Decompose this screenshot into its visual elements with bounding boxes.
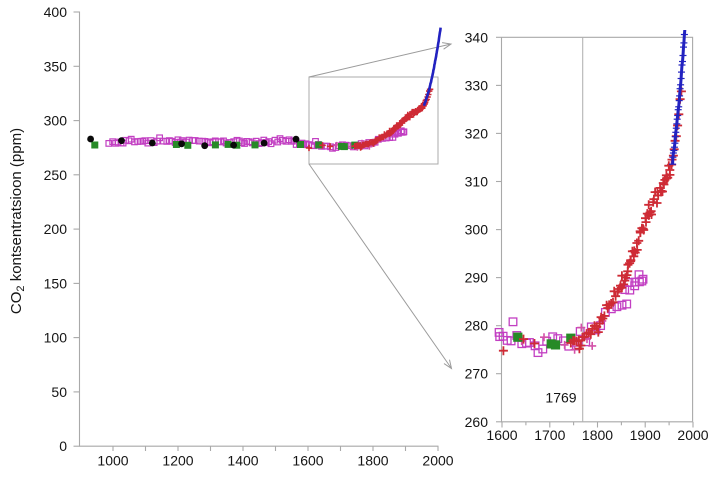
svg-text:300: 300	[465, 222, 489, 238]
svg-text:340: 340	[465, 29, 489, 45]
svg-text:100: 100	[44, 330, 68, 346]
svg-text:1900: 1900	[630, 427, 661, 443]
svg-text:150: 150	[44, 275, 68, 291]
svg-text:300: 300	[44, 113, 68, 129]
svg-text:CO2 kontsentratsioon (ppm): CO2 kontsentratsioon (ppm)	[8, 128, 27, 314]
svg-text:400: 400	[44, 4, 68, 20]
svg-text:200: 200	[44, 221, 68, 237]
svg-text:1700: 1700	[534, 427, 565, 443]
svg-text:1800: 1800	[582, 427, 613, 443]
svg-text:2000: 2000	[677, 427, 708, 443]
svg-text:1200: 1200	[162, 453, 193, 469]
svg-text:1400: 1400	[227, 453, 258, 469]
svg-text:1000: 1000	[97, 453, 128, 469]
svg-text:1600: 1600	[292, 453, 323, 469]
svg-text:1600: 1600	[486, 427, 517, 443]
svg-text:0: 0	[59, 438, 67, 454]
svg-text:250: 250	[44, 167, 68, 183]
svg-text:350: 350	[44, 58, 68, 74]
svg-text:310: 310	[465, 174, 489, 190]
svg-text:2000: 2000	[422, 453, 453, 469]
svg-text:280: 280	[465, 318, 489, 334]
svg-text:50: 50	[51, 384, 67, 400]
svg-text:260: 260	[465, 414, 489, 430]
svg-text:1769: 1769	[545, 390, 576, 406]
svg-text:1800: 1800	[357, 453, 388, 469]
svg-text:270: 270	[465, 366, 489, 382]
svg-text:320: 320	[465, 125, 489, 141]
svg-text:290: 290	[465, 270, 489, 286]
svg-text:330: 330	[465, 77, 489, 93]
